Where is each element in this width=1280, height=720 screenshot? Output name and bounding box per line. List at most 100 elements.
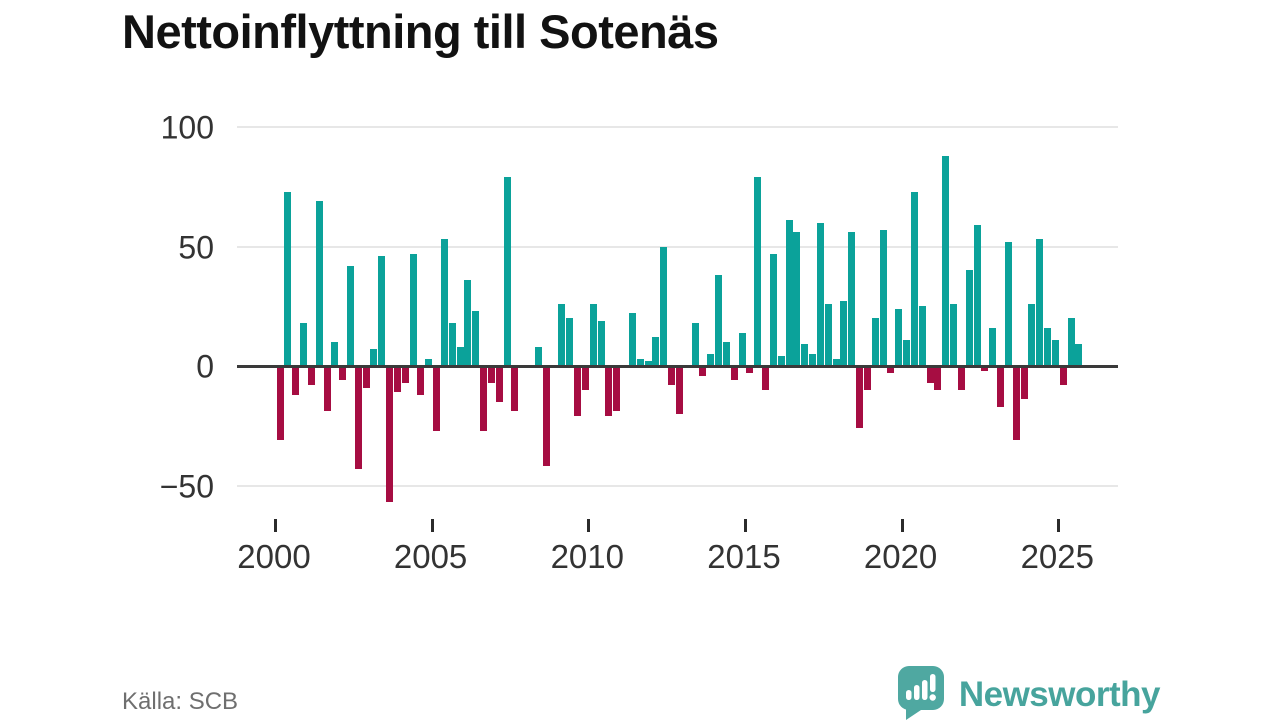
bar-2023-q3: [1012, 366, 1020, 441]
bar-2001-q4: [331, 342, 339, 366]
bar-2001-q3: [323, 366, 331, 412]
bar-2009-q1: [558, 303, 566, 366]
source-note: Källa: SCB: [122, 688, 239, 715]
bar-2000-q1: [276, 366, 284, 441]
bar-2005-q4: [456, 346, 464, 366]
bar-2005-q3: [448, 322, 456, 366]
x-axis-label-2000: 2000: [237, 538, 311, 575]
bar-2017-q4: [832, 358, 840, 366]
bar-2021-q4: [957, 366, 965, 390]
bar-2025-q3: [1075, 344, 1083, 366]
bar-2010-q3: [605, 366, 613, 417]
bar-2011-q3: [636, 358, 644, 366]
bar-2010-q4: [613, 366, 621, 412]
bar-2014-q3: [730, 366, 738, 381]
bar-2020-q2: [910, 191, 918, 366]
bar-2008-q2: [534, 346, 542, 366]
y-axis-label-50: 50: [178, 229, 214, 265]
bar-2004-q1: [401, 366, 409, 383]
bar-2013-q4: [707, 354, 715, 366]
chart-title: Nettoinflyttning till Sotenäs: [122, 5, 719, 58]
bar-2001-q2: [315, 201, 323, 366]
bar-2002-q1: [339, 366, 347, 381]
bar-2018-q4: [863, 366, 871, 390]
bar-2011-q4: [644, 361, 652, 366]
bar-2006-q4: [487, 366, 495, 383]
bar-2009-q3: [574, 366, 582, 417]
bar-2010-q2: [597, 320, 605, 366]
bar-2024-q3: [1044, 327, 1052, 366]
bar-2022-q2: [973, 224, 981, 366]
bar-2017-q2: [816, 222, 824, 366]
newsworthy-branding: Newsworthy: [895, 664, 1161, 720]
bar-2018-q1: [840, 301, 848, 366]
bar-2005-q1: [433, 366, 441, 431]
bar-2023-q4: [1020, 366, 1028, 400]
zero-axis-line: [237, 364, 1118, 368]
bar-2014-q2: [722, 342, 730, 366]
bar-2001-q1: [307, 366, 315, 386]
bar-2016-q1: [777, 356, 785, 366]
newsworthy-logo-icon: [895, 664, 947, 720]
x-axis-tick-2015: [744, 519, 747, 532]
bar-2019-q4: [895, 308, 903, 366]
x-axis-tick-2010: [587, 519, 591, 532]
x-axis-tick-2000: [274, 519, 277, 532]
bar-2012-q1: [652, 337, 660, 366]
bar-2006-q1: [464, 279, 472, 366]
y-axis-label-0: 0: [196, 348, 214, 385]
bar-2014-q1: [715, 275, 723, 366]
bar-2002-q4: [362, 366, 370, 388]
bar-2018-q3: [856, 366, 864, 429]
bar-2020-q1: [903, 339, 911, 366]
bar-2023-q1: [997, 366, 1005, 407]
bar-2007-q2: [503, 177, 511, 366]
bar-2022-q3: [981, 366, 989, 371]
bar-2011-q2: [628, 313, 636, 366]
gridline-y-50: [237, 245, 1118, 248]
bar-2025-q2: [1067, 318, 1075, 366]
bar-2021-q1: [934, 366, 942, 390]
bar-2023-q2: [1004, 241, 1012, 366]
bar-2004-q4: [425, 358, 433, 366]
bar-2000-q2: [284, 191, 292, 366]
bar-2009-q4: [581, 366, 589, 390]
bar-2021-q3: [950, 303, 958, 366]
x-axis-tick-2025: [1057, 519, 1061, 532]
x-axis-label-2005: 2005: [393, 538, 468, 575]
bar-2015-q1: [746, 366, 754, 374]
bar-2007-q1: [495, 366, 503, 402]
bar-2016-q3: [793, 232, 801, 366]
bar-2004-q3: [417, 366, 425, 395]
bar-2005-q2: [440, 239, 448, 366]
bar-2003-q1: [370, 349, 378, 366]
bar-2009-q2: [566, 318, 574, 366]
bar-2002-q2: [346, 265, 354, 366]
bar-2013-q3: [699, 366, 707, 376]
bar-2002-q3: [354, 366, 362, 469]
bar-2003-q2: [378, 256, 386, 366]
x-axis-tick-2005: [430, 519, 434, 532]
x-axis-label-2010: 2010: [550, 538, 624, 575]
bar-2022-q4: [989, 327, 997, 366]
bar-2004-q2: [409, 253, 417, 366]
bar-2010-q1: [589, 303, 597, 366]
bar-2025-q1: [1059, 366, 1067, 386]
bar-2016-q4: [801, 344, 809, 366]
bar-2019-q3: [887, 366, 895, 374]
bar-2021-q2: [942, 155, 950, 366]
bar-2006-q2: [472, 311, 480, 366]
bar-2018-q2: [848, 232, 856, 366]
bar-2008-q3: [542, 366, 550, 467]
bar-2015-q2: [754, 177, 762, 366]
x-axis-label-2020: 2020: [863, 538, 938, 575]
bar-2007-q3: [511, 366, 519, 412]
bar-2006-q3: [480, 366, 488, 431]
bar-2012-q3: [668, 366, 676, 386]
bar-2016-q2: [785, 220, 793, 366]
x-axis-label-2015: 2015: [707, 538, 781, 575]
bar-2024-q4: [1051, 339, 1059, 366]
bar-2024-q2: [1036, 239, 1044, 366]
bar-2013-q2: [691, 322, 699, 366]
